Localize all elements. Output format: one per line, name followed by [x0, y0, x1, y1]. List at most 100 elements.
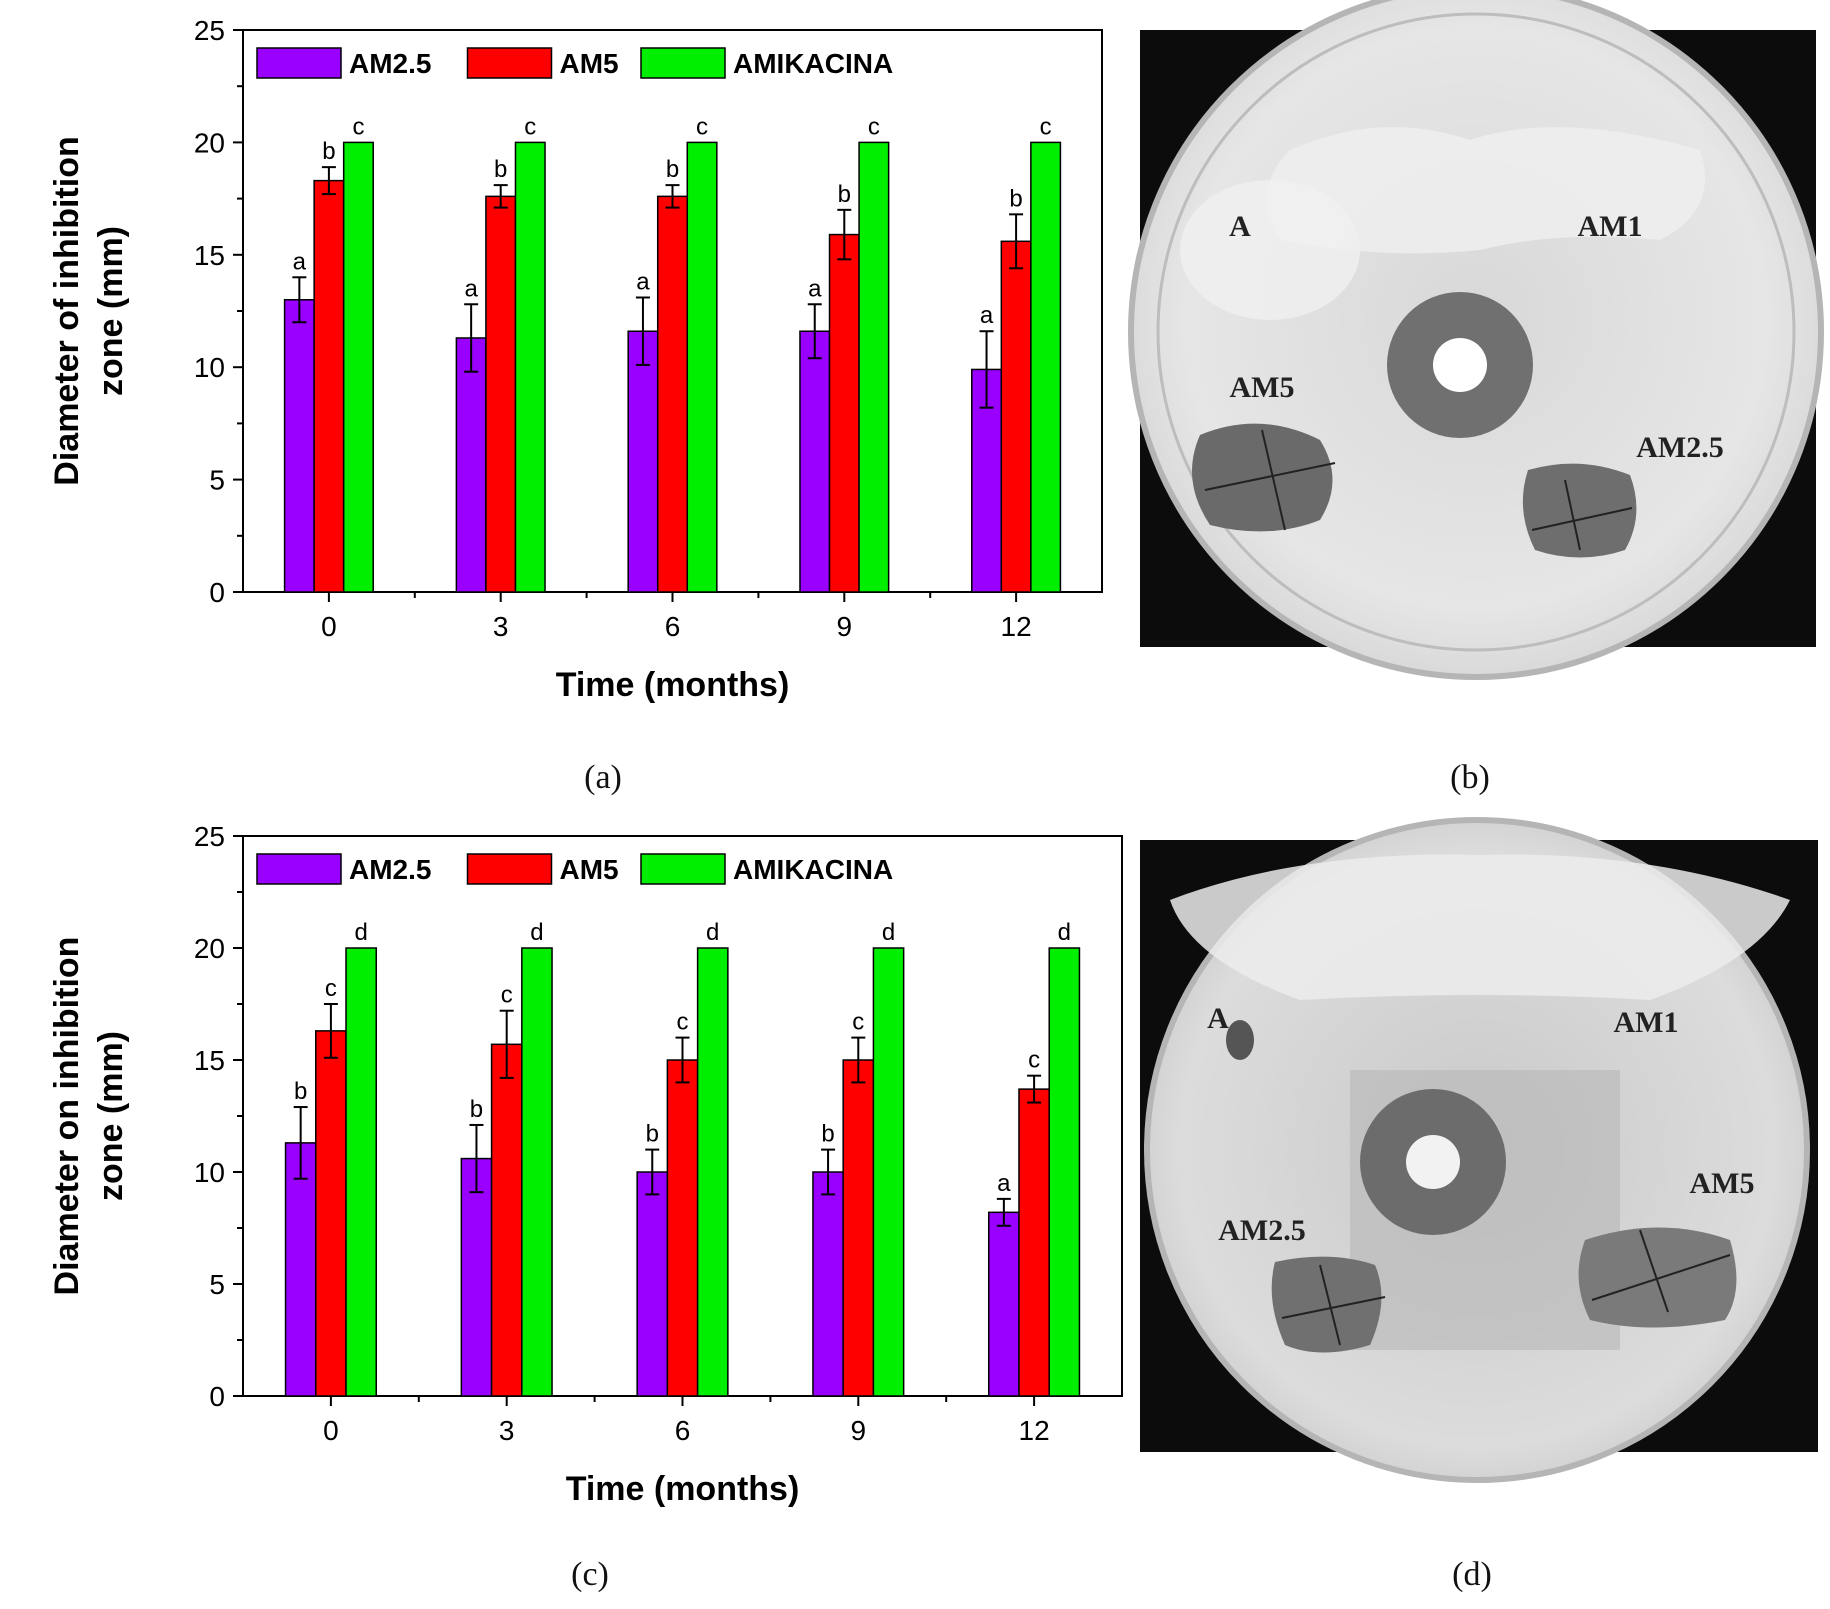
significance-letter: a	[293, 248, 307, 275]
plate-d-label-a: A	[1207, 1002, 1229, 1035]
legend-swatch	[466, 853, 553, 885]
legend-swatch	[466, 47, 553, 79]
significance-letter: a	[636, 269, 650, 296]
legend-swatch	[256, 853, 342, 885]
plate-d-label-am2-5: AM2.5	[1218, 1214, 1305, 1247]
significance-letter: b	[294, 1078, 307, 1105]
significance-letter: c	[1040, 113, 1052, 140]
significance-letter: c	[352, 113, 364, 140]
y-tick-label: 0	[209, 577, 225, 608]
significance-letter: a	[980, 302, 994, 329]
significance-letter: b	[494, 156, 507, 183]
significance-letter: b	[838, 181, 851, 208]
bar	[656, 195, 689, 593]
significance-letter: d	[882, 919, 895, 946]
y-tick-label: 20	[194, 933, 225, 964]
bar	[636, 1171, 669, 1397]
legend-entry: AM2.5	[349, 48, 431, 79]
bar	[283, 299, 315, 593]
bar	[842, 1059, 875, 1397]
y-tick-label: 0	[209, 1381, 225, 1412]
significance-letter: d	[1058, 919, 1071, 946]
significance-letter: a	[464, 275, 478, 302]
chart-c: 0 5 10 15 20 25 0 b c d 3 b c d 6 b c d 9 b c d 12 a c d Time (mon…	[48, 821, 1123, 1508]
plate-d-label-am1: AM1	[1614, 1006, 1679, 1039]
bar	[1048, 947, 1081, 1397]
significance-letter: c	[325, 975, 337, 1002]
x-tick-label: 0	[321, 611, 337, 642]
petri-dish-photo-b: A AM1 AM5 AM2.5	[1128, 0, 1824, 680]
significance-letter: a	[808, 275, 822, 302]
significance-letter: c	[1028, 1047, 1040, 1074]
bar	[872, 947, 905, 1397]
significance-letter: d	[354, 919, 367, 946]
bar	[812, 1171, 844, 1397]
bar	[284, 1142, 317, 1397]
bar	[315, 1030, 347, 1397]
bar	[455, 337, 487, 593]
x-tick-label: 0	[323, 1415, 339, 1446]
bar	[828, 233, 860, 593]
y-tick-label: 10	[194, 1157, 225, 1188]
significance-letter: b	[821, 1121, 834, 1148]
y-tick-label: 5	[209, 1269, 225, 1300]
petri-dish-photo-d: A AM1 AM2.5 AM5	[1140, 817, 1818, 1483]
x-tick-label: 3	[499, 1415, 515, 1446]
bar	[490, 1043, 523, 1397]
x-tick-label: 12	[1001, 611, 1032, 642]
x-tick-label: 9	[851, 1415, 867, 1446]
bar	[696, 947, 729, 1397]
y-axis-label: Diameter on inhibition zone (mm)	[48, 937, 130, 1296]
y-tick-label: 10	[194, 352, 225, 383]
bar	[345, 947, 378, 1397]
bar	[342, 141, 374, 593]
bar	[858, 141, 890, 593]
significance-letter: c	[677, 1009, 689, 1036]
panel-label-b: (b)	[1450, 759, 1490, 796]
legend-swatch	[640, 47, 726, 79]
plate-b-label-am2-5: AM2.5	[1636, 431, 1723, 464]
bar	[627, 330, 659, 593]
panel-label-a: (a)	[584, 759, 622, 796]
bar	[1030, 141, 1062, 593]
plate-b-label-am5: AM5	[1230, 371, 1295, 404]
significance-letter: a	[997, 1170, 1011, 1197]
legend-swatch	[640, 853, 726, 885]
bar	[666, 1059, 699, 1397]
significance-letter: c	[524, 113, 536, 140]
bar	[521, 947, 553, 1397]
significance-letter: c	[868, 113, 880, 140]
significance-letter: d	[706, 919, 719, 946]
x-tick-label: 6	[675, 1415, 691, 1446]
y-tick-label: 15	[194, 240, 225, 271]
bar	[514, 141, 546, 593]
bar	[987, 1211, 1020, 1397]
bar	[485, 195, 517, 593]
x-tick-label: 6	[665, 611, 681, 642]
plate-b-label-a: A	[1229, 210, 1251, 243]
y-axis-label-line: zone (mm)	[92, 1031, 130, 1201]
bar	[686, 141, 718, 593]
significance-letter: b	[1009, 185, 1022, 212]
x-tick-label: 12	[1019, 1415, 1050, 1446]
y-tick-label: 25	[194, 821, 225, 852]
legend-swatch	[256, 47, 342, 79]
y-axis-label: Diameter of inhibition zone (mm)	[48, 136, 130, 485]
legend-entry: AM5	[560, 48, 619, 79]
significance-letter: c	[501, 982, 513, 1009]
panel-label-c: (c)	[571, 1556, 609, 1593]
bar	[313, 179, 345, 593]
significance-letter: b	[666, 156, 679, 183]
x-tick-label: 9	[837, 611, 853, 642]
x-axis-label: Time (months)	[556, 666, 790, 704]
legend-entry: AM2.5	[349, 854, 431, 885]
bar	[460, 1157, 493, 1397]
bar	[1000, 240, 1032, 593]
x-tick-label: 3	[493, 611, 509, 642]
significance-letter: c	[696, 113, 708, 140]
panel-label-d: (d)	[1452, 1556, 1492, 1593]
y-tick-label: 20	[194, 127, 225, 158]
legend-entry: AMIKACINA	[733, 854, 893, 885]
